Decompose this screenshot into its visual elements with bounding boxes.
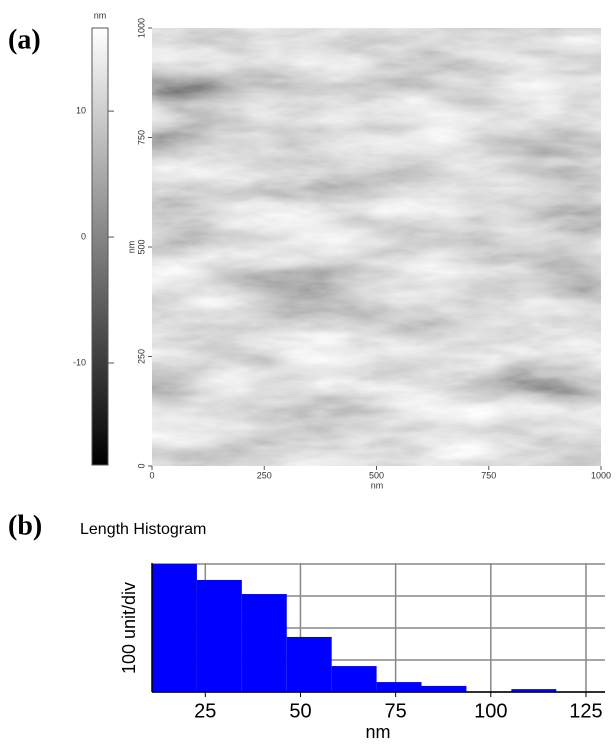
x-tick-label: 25 <box>194 700 216 722</box>
bar <box>196 579 242 692</box>
x-tick-label: 125 <box>569 700 602 722</box>
bar <box>421 685 467 692</box>
x-tick-label: 0 <box>149 470 154 480</box>
x-tick-label: 50 <box>289 700 311 722</box>
y-tick-label: 500 <box>136 239 146 254</box>
bar <box>331 666 377 692</box>
colorbar-tick-label: 0 <box>81 231 86 241</box>
x-tick-label: 1000 <box>591 470 611 480</box>
chart-title: Length Histogram <box>80 521 206 538</box>
x-tick-label: 250 <box>257 470 272 480</box>
panel-label: (a) <box>8 24 41 55</box>
afm-height-map <box>152 28 601 466</box>
colorbar <box>91 27 109 466</box>
y-tick-label: 1000 <box>136 18 146 38</box>
y-axis-label: nm <box>126 241 136 254</box>
x-tick-label: 500 <box>369 470 384 480</box>
colorbar-label: nm <box>94 10 107 20</box>
y-axis-label: 100 unit/div <box>119 582 139 674</box>
bar <box>286 636 332 692</box>
colorbar-tick-label: -10 <box>73 357 86 367</box>
y-tick-label: 250 <box>136 349 146 364</box>
bar <box>152 563 197 692</box>
bar <box>241 594 287 692</box>
x-axis-label: nm <box>371 480 384 490</box>
x-axis-label: nm <box>365 722 390 742</box>
y-tick-label: 0 <box>136 463 146 468</box>
bar <box>376 682 422 692</box>
panel-label: (b) <box>8 510 42 541</box>
colorbar-tick-label: 10 <box>76 105 86 115</box>
x-tick-label: 100 <box>474 700 507 722</box>
bar <box>511 689 557 692</box>
y-tick-label: 750 <box>136 130 146 145</box>
x-tick-label: 75 <box>385 700 407 722</box>
x-tick-label: 750 <box>481 470 496 480</box>
